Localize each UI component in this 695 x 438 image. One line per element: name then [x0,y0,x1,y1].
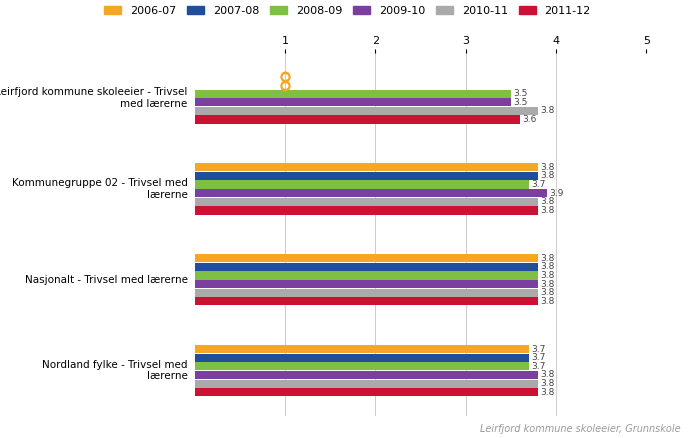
Text: 3.7: 3.7 [532,180,546,189]
Text: 3.7: 3.7 [532,345,546,353]
Bar [195,254,538,262]
Text: 3.8: 3.8 [541,279,555,289]
Text: 3.8: 3.8 [541,288,555,297]
Bar [195,280,538,288]
Bar [195,353,529,362]
Bar [195,362,529,371]
Bar [195,371,538,379]
Legend: 2006-07, 2007-08, 2008-09, 2009-10, 2010-11, 2011-12: 2006-07, 2007-08, 2008-09, 2009-10, 2010… [104,6,591,16]
Text: 3.5: 3.5 [514,98,528,107]
Text: 3.8: 3.8 [541,379,555,388]
Text: 3.8: 3.8 [541,388,555,397]
Bar [195,172,538,180]
Bar [195,272,538,279]
Text: 3.8: 3.8 [541,206,555,215]
Bar [195,116,520,124]
Bar [195,189,547,197]
Text: 3.8: 3.8 [541,271,555,280]
Bar [195,180,529,189]
Bar [195,345,529,353]
Text: 3.8: 3.8 [541,163,555,172]
Bar [195,206,538,215]
Bar [195,263,538,271]
Text: 3.9: 3.9 [550,189,564,198]
Text: 3.8: 3.8 [541,106,555,116]
Text: 3.8: 3.8 [541,171,555,180]
Bar [195,90,511,98]
Bar [195,163,538,171]
Bar [195,107,538,115]
Bar [195,198,538,206]
Text: 3.8: 3.8 [541,297,555,306]
Text: 3.8: 3.8 [541,254,555,263]
Text: 3.7: 3.7 [532,362,546,371]
Bar [195,289,538,297]
Bar [195,379,538,388]
Text: Leirfjord kommune skoleeier, Grunnskole: Leirfjord kommune skoleeier, Grunnskole [480,424,681,434]
Bar [195,388,538,396]
Text: 3.8: 3.8 [541,371,555,379]
Bar [195,297,538,305]
Text: 3.5: 3.5 [514,89,528,98]
Text: 3.8: 3.8 [541,198,555,206]
Text: 3.8: 3.8 [541,262,555,271]
Bar [195,98,511,106]
Text: 3.7: 3.7 [532,353,546,362]
Text: 3.6: 3.6 [523,115,537,124]
